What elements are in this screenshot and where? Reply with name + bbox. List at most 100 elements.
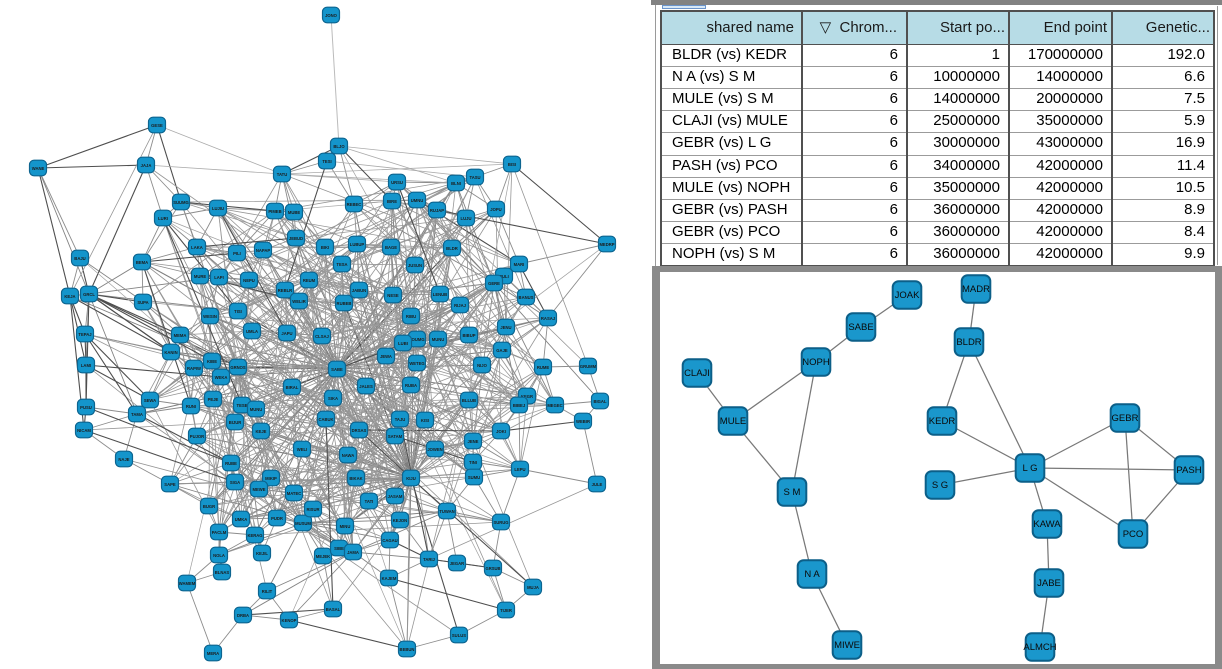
svg-text:MEWE: MEWE: [252, 487, 265, 492]
svg-text:BASAL: BASAL: [326, 607, 341, 612]
svg-text:RUBEB: RUBEB: [337, 301, 352, 306]
svg-text:LUJU: LUJU: [461, 216, 472, 221]
svg-text:MARI: MARI: [514, 262, 525, 267]
svg-text:MUNU: MUNU: [250, 407, 263, 412]
svg-text:SIKA: SIKA: [328, 396, 338, 401]
svg-text:BIBUP: BIBUP: [462, 333, 475, 338]
svg-text:MUBE: MUBE: [288, 210, 301, 215]
svg-text:KAWA: KAWA: [1033, 519, 1061, 530]
svg-text:SATAM: SATAM: [388, 434, 403, 439]
svg-text:JOWEN: JOWEN: [427, 447, 442, 452]
svg-text:JEWA: JEWA: [380, 354, 392, 359]
svg-text:JABE: JABE: [1037, 578, 1061, 589]
svg-text:RUME: RUME: [537, 365, 550, 370]
svg-text:NAWA: NAWA: [342, 453, 355, 458]
svg-text:TATU: TATU: [277, 172, 288, 177]
svg-text:BIKAK: BIKAK: [349, 476, 362, 481]
svg-text:MUNU: MUNU: [432, 337, 445, 342]
svg-text:MURE: MURE: [194, 274, 207, 279]
svg-text:JEBUD: JEBUD: [289, 236, 303, 241]
svg-text:JONO: JONO: [325, 13, 338, 18]
svg-text:REBEC: REBEC: [347, 202, 362, 207]
svg-text:TIJER: TIJER: [500, 608, 512, 613]
svg-text:RUBA: RUBA: [405, 383, 417, 388]
svg-text:JAMA: JAMA: [347, 550, 359, 555]
svg-text:RUBE: RUBE: [225, 461, 237, 466]
svg-text:PUJOR: PUJOR: [190, 434, 204, 439]
svg-text:MIKIP: MIKIP: [265, 476, 277, 481]
svg-text:WEKA: WEKA: [215, 375, 228, 380]
svg-text:SIBE: SIBE: [334, 546, 344, 551]
svg-text:CABUK: CABUK: [318, 417, 333, 422]
svg-text:S M: S M: [784, 487, 801, 498]
svg-text:NESE: NESE: [387, 293, 399, 298]
svg-text:WESIN: WESIN: [203, 314, 217, 319]
svg-text:BLNI: BLNI: [451, 181, 461, 186]
svg-text:NIJO: NIJO: [477, 363, 488, 368]
svg-text:MINU: MINU: [340, 524, 351, 529]
svg-text:CLSAJ: CLSAJ: [315, 334, 329, 339]
svg-text:JALES: JALES: [359, 384, 373, 389]
svg-text:JOKI: JOKI: [496, 429, 506, 434]
svg-text:KISI: KISI: [421, 418, 429, 423]
svg-text:PUSU: PUSU: [80, 405, 92, 410]
svg-text:KEJIL: KEJIL: [256, 551, 268, 556]
svg-text:MATEC: MATEC: [287, 491, 302, 496]
svg-text:BIGAL: BIGAL: [593, 399, 606, 404]
svg-text:KERAG: KERAG: [247, 533, 262, 538]
svg-text:WETEG: WETEG: [409, 361, 424, 366]
svg-text:WELIR: WELIR: [292, 299, 306, 304]
svg-text:CLAJI: CLAJI: [684, 368, 710, 379]
svg-text:PASH: PASH: [1176, 465, 1201, 476]
svg-text:JEGAR: JEGAR: [450, 561, 464, 566]
svg-text:JASAM: JASAM: [388, 494, 403, 499]
svg-text:RASAJ: RASAJ: [541, 316, 556, 321]
svg-text:GRCL: GRCL: [83, 292, 95, 297]
svg-text:TUWAN: TUWAN: [439, 509, 454, 514]
svg-text:LAPI: LAPI: [214, 275, 224, 280]
svg-text:NOLA: NOLA: [213, 553, 225, 558]
svg-text:TINI: TINI: [469, 460, 477, 465]
svg-text:GEBR: GEBR: [1112, 413, 1139, 424]
svg-text:WELI: WELI: [297, 447, 307, 452]
svg-text:SABE: SABE: [848, 322, 873, 333]
svg-text:L G: L G: [1023, 463, 1038, 474]
svg-text:ALMCH: ALMCH: [1023, 642, 1056, 653]
svg-text:KIJU: KIJU: [406, 476, 416, 481]
svg-text:SUUMG: SUUMG: [173, 200, 189, 205]
svg-text:MIWE: MIWE: [834, 640, 860, 651]
svg-text:RUJAP: RUJAP: [430, 208, 444, 213]
svg-text:KEJA: KEJA: [64, 294, 75, 299]
svg-text:TAJU: TAJU: [395, 417, 406, 422]
svg-text:PCO: PCO: [1123, 529, 1144, 540]
svg-text:RISUR: RISUR: [306, 507, 319, 512]
svg-text:KEJON: KEJON: [393, 518, 407, 523]
svg-text:DRBA: DRBA: [237, 613, 249, 618]
svg-text:NAPAP: NAPAP: [256, 248, 271, 253]
svg-text:SUMU: SUMU: [468, 475, 480, 480]
svg-text:GRUMM: GRUMM: [580, 364, 597, 369]
svg-text:TESI: TESI: [322, 159, 331, 164]
svg-text:NEPU: NEPU: [243, 278, 255, 283]
svg-text:UMNU: UMNU: [411, 198, 424, 203]
svg-text:SULUS: SULUS: [452, 633, 466, 638]
svg-text:GERE: GERE: [488, 281, 500, 286]
svg-text:RAPIW: RAPIW: [187, 366, 201, 371]
svg-text:MEMA: MEMA: [174, 333, 187, 338]
svg-text:LUBI: LUBI: [398, 341, 408, 346]
svg-text:BEBUN: BEBUN: [400, 647, 415, 652]
svg-text:UMLA: UMLA: [246, 329, 258, 334]
svg-text:TARIJ: TARIJ: [423, 557, 435, 562]
svg-text:SUPA: SUPA: [137, 300, 148, 305]
svg-text:URSU: URSU: [391, 180, 403, 185]
svg-text:NOPH: NOPH: [802, 357, 830, 368]
svg-text:KANIN: KANIN: [164, 350, 177, 355]
svg-text:JAJA: JAJA: [141, 163, 152, 168]
svg-text:GAJE: GAJE: [496, 348, 508, 353]
svg-text:CAGAU: CAGAU: [382, 538, 397, 543]
svg-text:BUGR: BUGR: [203, 504, 215, 509]
svg-text:LEPU: LEPU: [514, 467, 525, 472]
svg-text:JENE: JENE: [468, 439, 479, 444]
svg-text:BANUS: BANUS: [519, 295, 534, 300]
svg-text:TESE: TESE: [237, 403, 248, 408]
